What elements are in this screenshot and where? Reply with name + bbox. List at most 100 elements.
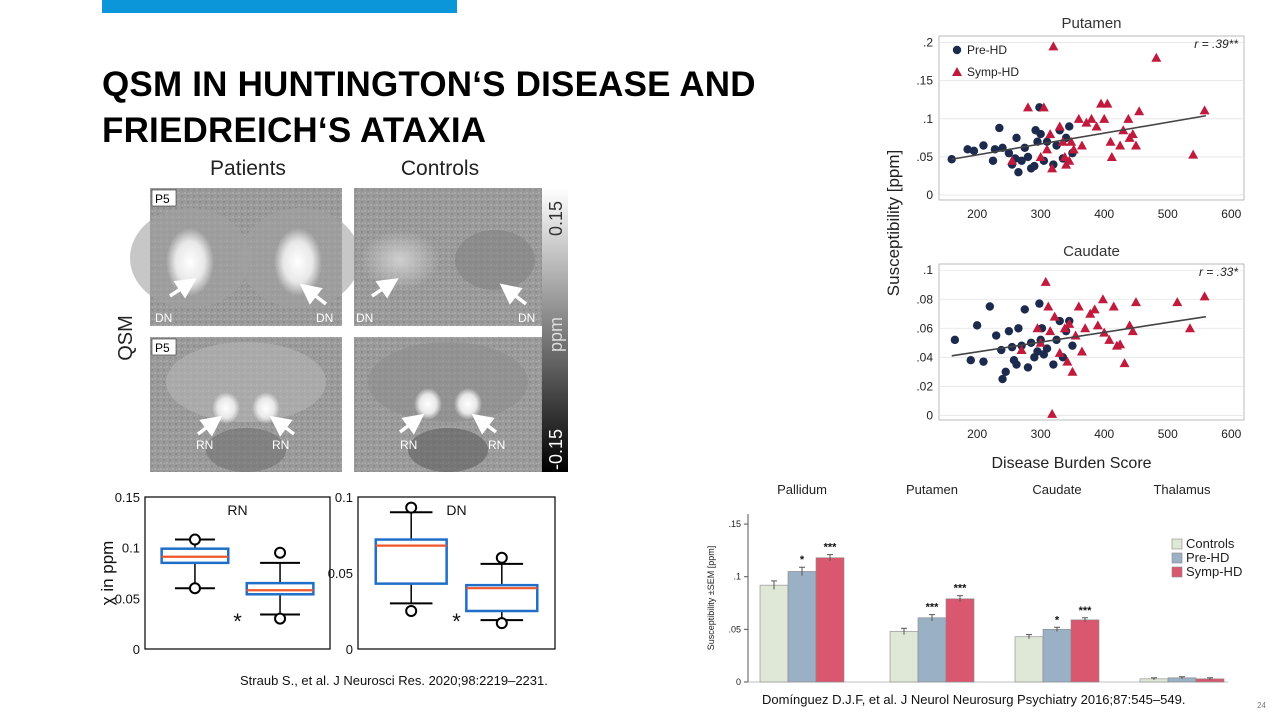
scatter-frame bbox=[938, 263, 1245, 421]
box-significance: * bbox=[452, 609, 461, 634]
scatter-xtick-label: 300 bbox=[1031, 427, 1051, 441]
bar bbox=[889, 631, 919, 683]
scatter-point-symp-hd bbox=[1064, 155, 1075, 165]
scatter-point-symp-hd bbox=[1086, 113, 1097, 123]
label-dn: DN bbox=[155, 311, 172, 325]
bar-significance: *** bbox=[926, 602, 940, 614]
legend-marker-symp-hd bbox=[952, 67, 962, 76]
scatter-point-symp-hd bbox=[1127, 326, 1138, 336]
box-outlier bbox=[188, 533, 201, 546]
scatter-point-pre-hd bbox=[972, 321, 982, 330]
scatter-ytick-label: 0 bbox=[926, 188, 933, 202]
scatter-point-pre-hd bbox=[1065, 122, 1074, 131]
scatter-point-pre-hd bbox=[1020, 305, 1029, 314]
scatter-point-pre-hd bbox=[979, 141, 988, 150]
scatter-point-symp-hd bbox=[1049, 311, 1060, 321]
scatter-point-symp-hd bbox=[1047, 163, 1058, 173]
legend-label: Symp-HD bbox=[967, 65, 1019, 79]
scatter-point-pre-hd bbox=[1012, 133, 1021, 143]
scatter-point-pre-hd bbox=[966, 355, 975, 365]
scatter-point-pre-hd bbox=[1017, 156, 1026, 165]
bar bbox=[1014, 636, 1044, 683]
bar-significance: *** bbox=[954, 583, 968, 595]
bar bbox=[917, 617, 947, 683]
bar-ytick-label: .15 bbox=[728, 519, 741, 529]
box-iqr bbox=[465, 583, 539, 613]
scatter-point-pre-hd bbox=[1014, 324, 1023, 333]
right-citation: Domínguez D.J.F, et al. J Neurol Neurosu… bbox=[762, 692, 1186, 707]
scatter-title: Caudate bbox=[1063, 243, 1120, 260]
scatter-point-symp-hd bbox=[1151, 52, 1162, 62]
scatter-point-symp-hd bbox=[1134, 106, 1145, 116]
scatter-point-symp-hd bbox=[1076, 140, 1087, 150]
scatter-point-symp-hd bbox=[1127, 129, 1138, 139]
row-label-qsm: QSM bbox=[115, 315, 137, 361]
bar-legend-label: Controls bbox=[1186, 536, 1235, 551]
scatter-point-symp-hd bbox=[1097, 294, 1108, 304]
scatter-xtick-label: 400 bbox=[1094, 207, 1114, 221]
bar-category-label: Thalamus bbox=[1153, 482, 1211, 497]
col-label-controls: Controls bbox=[401, 157, 479, 180]
bar-significance: * bbox=[1055, 614, 1060, 626]
scatter-point-symp-hd bbox=[1068, 144, 1079, 154]
scatter-point-pre-hd bbox=[985, 302, 995, 311]
scatter-point-symp-hd bbox=[1081, 117, 1092, 127]
scatter-point-pre-hd bbox=[995, 123, 1004, 133]
scatter-xtick-label: 200 bbox=[967, 207, 987, 221]
bar-legend-swatch bbox=[1171, 566, 1183, 578]
scatter-point-symp-hd bbox=[1184, 323, 1195, 333]
bar-ylabel: Susceptibility ±SEM [ppm] bbox=[706, 546, 716, 650]
scatter-point-symp-hd bbox=[1130, 140, 1141, 150]
scatter-point-symp-hd bbox=[1057, 136, 1068, 146]
legend-marker-pre-hd bbox=[952, 45, 962, 55]
scatter-point-pre-hd bbox=[1004, 148, 1014, 158]
scatter-point-symp-hd bbox=[1059, 151, 1070, 161]
scatter-point-symp-hd bbox=[1130, 297, 1141, 307]
scatter-point-symp-hd bbox=[1188, 149, 1199, 159]
scatter-xtick-label: 400 bbox=[1094, 427, 1114, 441]
colorbar-unit-label: ppm bbox=[546, 317, 566, 352]
bar-category-label: Pallidum bbox=[777, 482, 827, 497]
box-outlier bbox=[405, 501, 418, 514]
scatter-point-pre-hd bbox=[969, 146, 979, 156]
box-outlier bbox=[495, 617, 508, 630]
scatter-xtick-label: 500 bbox=[1158, 427, 1178, 441]
label-rn: RN bbox=[196, 438, 213, 452]
box-ytick-label: 0 bbox=[346, 642, 353, 657]
panel-tag-bg bbox=[151, 338, 177, 356]
scatter-point-pre-hd bbox=[998, 374, 1007, 384]
label-rn: RN bbox=[272, 438, 289, 452]
scatter-point-symp-hd bbox=[1016, 345, 1027, 355]
scatter-point-symp-hd bbox=[1106, 151, 1117, 161]
scatter-point-pre-hd bbox=[1004, 326, 1014, 336]
bar bbox=[945, 598, 975, 683]
colorbar-bottom-label: -0.15 bbox=[546, 429, 566, 470]
scatter-point-symp-hd bbox=[1040, 276, 1051, 286]
scatter-trend-line bbox=[951, 114, 1207, 161]
bar bbox=[1042, 629, 1072, 683]
scatter-point-symp-hd bbox=[1054, 121, 1065, 131]
box-significance: * bbox=[233, 609, 242, 634]
bar-ytick-label: .05 bbox=[728, 624, 741, 634]
scatter-point-symp-hd bbox=[1104, 334, 1115, 344]
scatter-point-pre-hd bbox=[1001, 367, 1010, 376]
scatter-point-pre-hd bbox=[1023, 152, 1033, 162]
scatter-ytick-label: .02 bbox=[916, 379, 933, 393]
scatter-point-pre-hd bbox=[1068, 341, 1077, 350]
box-ytick-label: 0.1 bbox=[335, 490, 353, 505]
bar-legend-label: Pre-HD bbox=[1186, 550, 1229, 565]
bar bbox=[1070, 619, 1100, 683]
scatter-point-symp-hd bbox=[1115, 339, 1126, 349]
scatter-point-symp-hd bbox=[1076, 346, 1087, 356]
scatter-ytick-label: .15 bbox=[916, 74, 933, 88]
scatter-point-symp-hd bbox=[1124, 320, 1135, 330]
scatter-xtick-label: 500 bbox=[1158, 207, 1178, 221]
scatter-xtick-label: 200 bbox=[967, 427, 987, 441]
scatter-point-symp-hd bbox=[1091, 121, 1102, 131]
scatter-point-pre-hd bbox=[979, 357, 988, 366]
box-outlier bbox=[188, 582, 201, 595]
box-ylabel: χ in ppm bbox=[100, 541, 117, 606]
mri-panel-controls-rn: RN RN bbox=[354, 337, 542, 472]
box-plots: RN 0 0.05 0.1 0.15 χ in ppm * DN 0 0.05 0.1 * bbox=[100, 490, 556, 657]
title-line-1: QSM IN HUNTINGTON‘S DISEASE AND bbox=[102, 65, 756, 104]
